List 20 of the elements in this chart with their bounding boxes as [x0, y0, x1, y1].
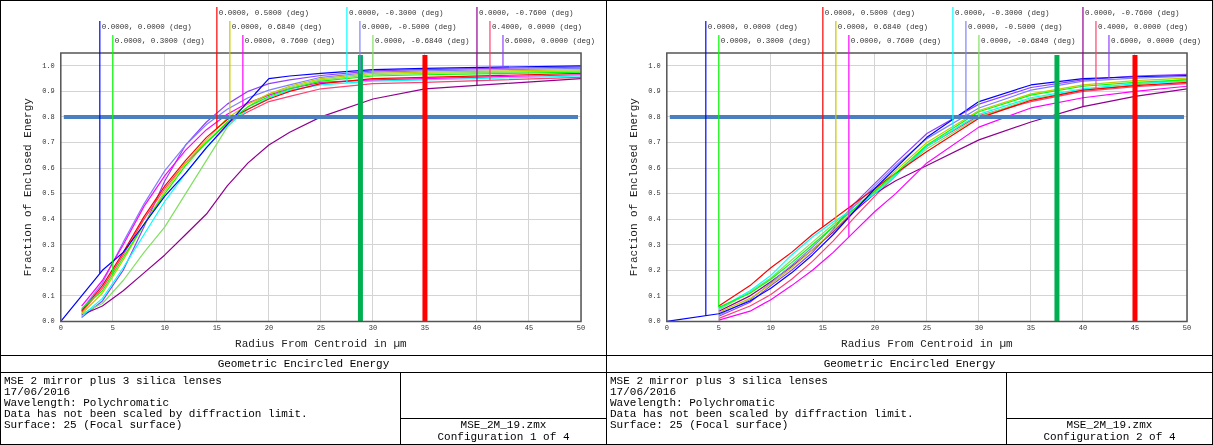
y-axis-title: Fraction of Enclosed Energy [21, 97, 34, 277]
text: Wavelength: Polychromatic [610, 397, 776, 409]
text: 17/06/2016 [610, 386, 677, 398]
text: Surface: 25 (Focal surface) [610, 419, 790, 431]
text: Configuration 1 of 4 [436, 431, 571, 443]
y-axis-title: Fraction of Enclosed Energy [627, 97, 640, 277]
text: Geometric Encircled Energy [1, 355, 606, 373]
x-axis-title: Radius From Centroid in µm [841, 338, 1014, 351]
text: Wavelength: Polychromatic [4, 397, 170, 409]
text: 17/06/2016 [4, 386, 71, 398]
text: Data has not been scaled by diffraction limit. [610, 408, 915, 420]
text: Configuration 2 of 4 [1042, 431, 1177, 443]
text: MSE 2 mirror plus 3 silica lenses [4, 375, 223, 387]
text: Data has not been scaled by diffraction limit. [4, 408, 309, 420]
text: MSE_2M_19.zmx [1065, 419, 1154, 431]
text: Surface: 25 (Focal surface) [4, 419, 184, 431]
text: Geometric Encircled Energy [607, 355, 1212, 373]
text: MSE 2 mirror plus 3 silica lenses [610, 375, 829, 387]
x-axis-title: Radius From Centroid in µm [235, 338, 408, 351]
text: MSE_2M_19.zmx [459, 419, 548, 431]
